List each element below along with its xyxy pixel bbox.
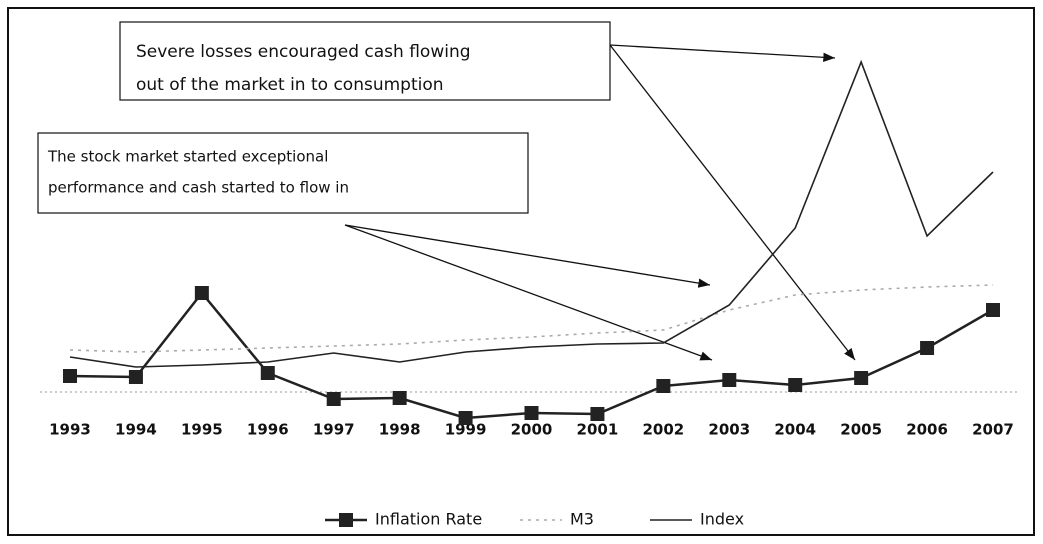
series-line	[69, 284, 994, 353]
annotation-box	[119, 21, 611, 101]
series-marker	[722, 373, 737, 387]
legend-label: M3	[570, 510, 594, 529]
x-tick-label: 1995	[181, 421, 223, 439]
series-marker	[128, 370, 143, 384]
x-tick-label: 2007	[972, 421, 1014, 439]
series-marker	[920, 341, 935, 355]
x-tick-label: 1996	[247, 421, 289, 439]
x-tick-label: 2003	[708, 421, 750, 439]
series-marker	[590, 407, 605, 421]
x-tick-label: 1993	[49, 421, 91, 439]
x-tick-label: 1997	[313, 421, 355, 439]
series-marker	[854, 371, 869, 385]
annotation: Severe losses encouraged cash flowing	[136, 42, 471, 62]
x-tick-label: 2001	[577, 421, 619, 439]
series-marker	[392, 391, 407, 405]
x-tick-label: 2002	[642, 421, 684, 439]
x-tick-label: 1994	[115, 421, 157, 439]
series-marker	[458, 411, 473, 425]
legend-label: Index	[700, 510, 744, 529]
annotation-box	[37, 132, 529, 214]
arrows	[344, 44, 856, 361]
series-marker	[194, 286, 209, 300]
annotation: out of the market in to consumption	[136, 75, 444, 95]
legend-marker	[339, 513, 353, 527]
x-tick-label: 2000	[511, 421, 553, 439]
x-tick-label: 2004	[774, 421, 816, 439]
series-marker	[524, 406, 539, 420]
series-marker	[788, 378, 803, 392]
x-tick-label: 1999	[445, 421, 487, 439]
series-marker	[656, 379, 671, 393]
legend-label: Inflation Rate	[375, 510, 482, 529]
x-tick-label: 2005	[840, 421, 882, 439]
x-tick-label: 2006	[906, 421, 948, 439]
annotation: performance and cash started to flow in	[48, 179, 349, 197]
series-marker	[63, 369, 77, 383]
series-marker	[260, 366, 275, 380]
annotation: The stock market started exceptional	[47, 148, 328, 166]
series-line	[69, 59, 994, 368]
x-tick-label: 1998	[379, 421, 421, 439]
series-marker	[986, 303, 1000, 317]
series-marker	[326, 392, 341, 406]
